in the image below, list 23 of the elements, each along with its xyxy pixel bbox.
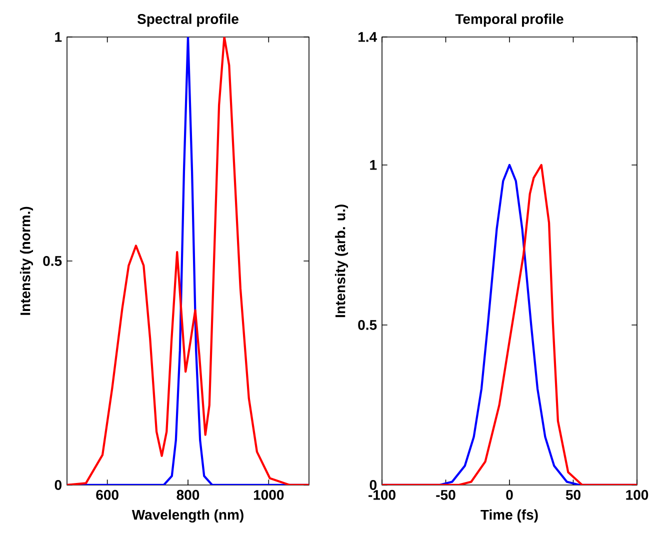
y-tick-label: 0: [370, 480, 376, 490]
x-tick-label: 1000: [254, 490, 284, 500]
line-series: [382, 164, 637, 485]
chart-title: Spectral profile: [137, 14, 238, 27]
line-series: [67, 36, 309, 485]
x-tick-label: 600: [96, 490, 118, 500]
x-axis-title: Wavelength (nm): [132, 509, 244, 523]
y-tick-label: 0.5: [43, 256, 62, 266]
y-tick-label: 1.4: [358, 32, 377, 42]
y-tick-label: 1: [55, 32, 62, 42]
x-tick-label: 100: [626, 490, 648, 500]
chart-title: Temporal profile: [455, 14, 564, 27]
x-tick-label: 50: [566, 490, 580, 500]
x-tick-label: -100: [368, 490, 396, 500]
x-tick-label: 800: [176, 490, 200, 500]
y-tick-label: 1: [370, 160, 377, 170]
y-axis-title: Intensity (norm.): [20, 206, 34, 315]
x-axis-title: Time (fs): [480, 509, 538, 522]
x-tick-label: 0: [506, 490, 513, 500]
y-tick-label: 0: [54, 480, 62, 490]
y-axis-title: Intensity (arb. u.): [334, 204, 348, 318]
y-tick-label: 0.5: [358, 320, 377, 330]
x-tick-label: -50: [436, 490, 456, 500]
